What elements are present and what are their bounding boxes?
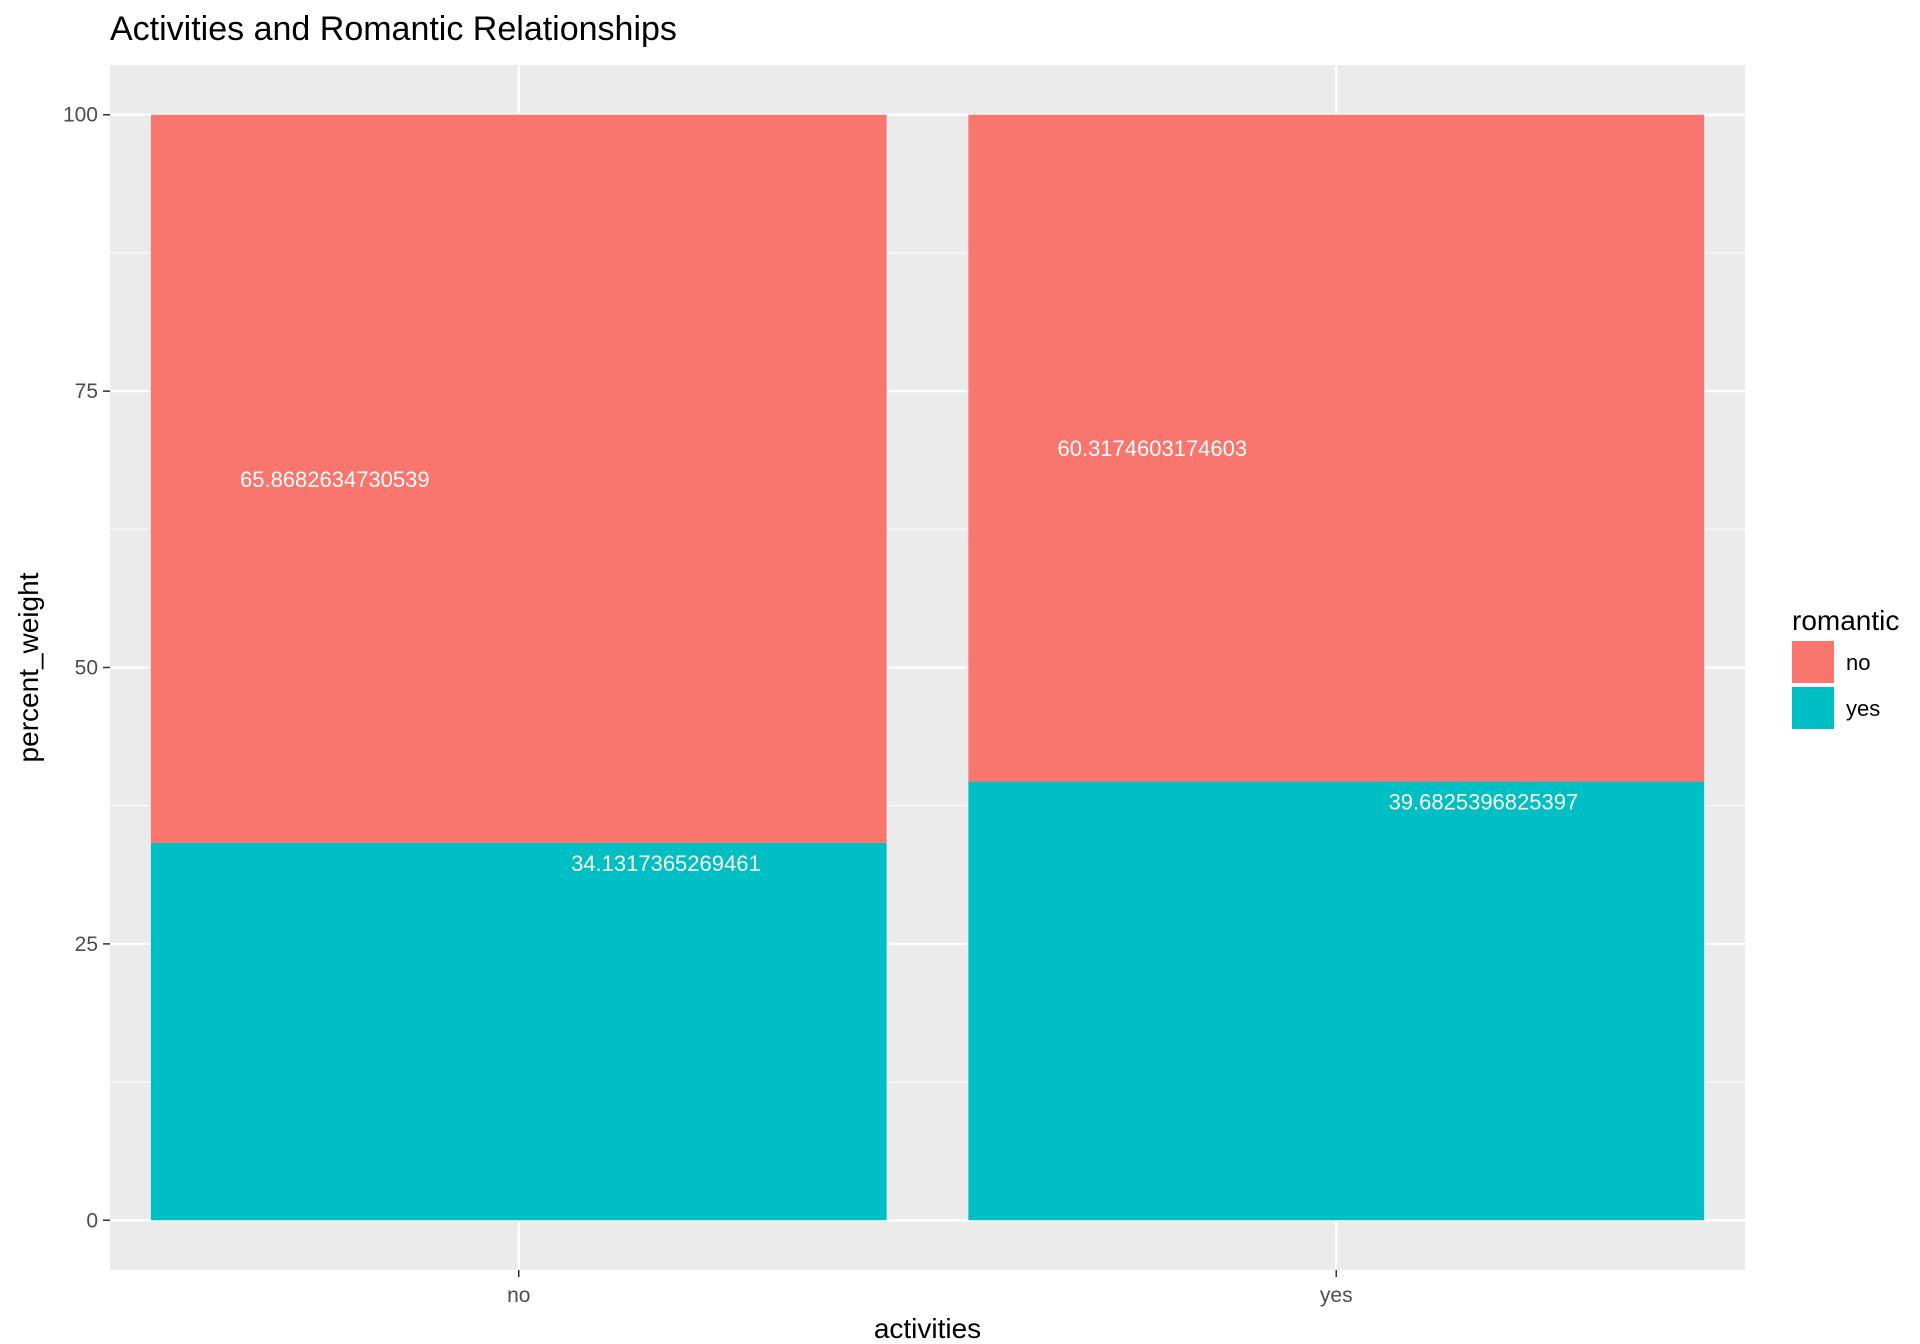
data-labels: 34.1317365269461 65.8682634730539 39.68253… [240, 436, 1578, 876]
x-axis-title: activities [874, 1313, 981, 1344]
legend-label-yes: yes [1846, 696, 1880, 721]
legend: romantic no yes [1792, 605, 1899, 729]
y-tick-label: 50 [75, 657, 98, 680]
x-tick-label: yes [1320, 1284, 1353, 1307]
y-tick-label: 100 [63, 104, 98, 127]
bar-yes-yes [968, 781, 1705, 1221]
data-label-yes-no: 60.3174603174603 [1057, 436, 1247, 461]
x-tick-label: no [507, 1284, 530, 1307]
data-label-yes-yes: 39.6825396825397 [1389, 790, 1579, 815]
data-label-no-no: 65.8682634730539 [240, 467, 430, 492]
y-axis: 0 25 50 75 100 [63, 104, 110, 1232]
y-tick-label: 75 [75, 380, 98, 403]
legend-label-no: no [1846, 650, 1870, 675]
bars [150, 114, 1705, 1221]
y-axis-title: percent_weight [13, 572, 44, 762]
legend-key-no [1792, 641, 1834, 683]
bar-yes-no [968, 114, 1705, 782]
bar-no-yes [150, 842, 887, 1221]
legend-key-yes [1792, 687, 1834, 729]
data-label-no-yes: 34.1317365269461 [571, 851, 761, 876]
x-axis: no yes [507, 1270, 1353, 1307]
chart-title: Activities and Romantic Relationships [110, 10, 677, 48]
y-tick-label: 25 [75, 933, 98, 956]
legend-title: romantic [1792, 605, 1899, 636]
y-tick-label: 0 [86, 1209, 98, 1232]
bar-no-no [150, 114, 887, 843]
